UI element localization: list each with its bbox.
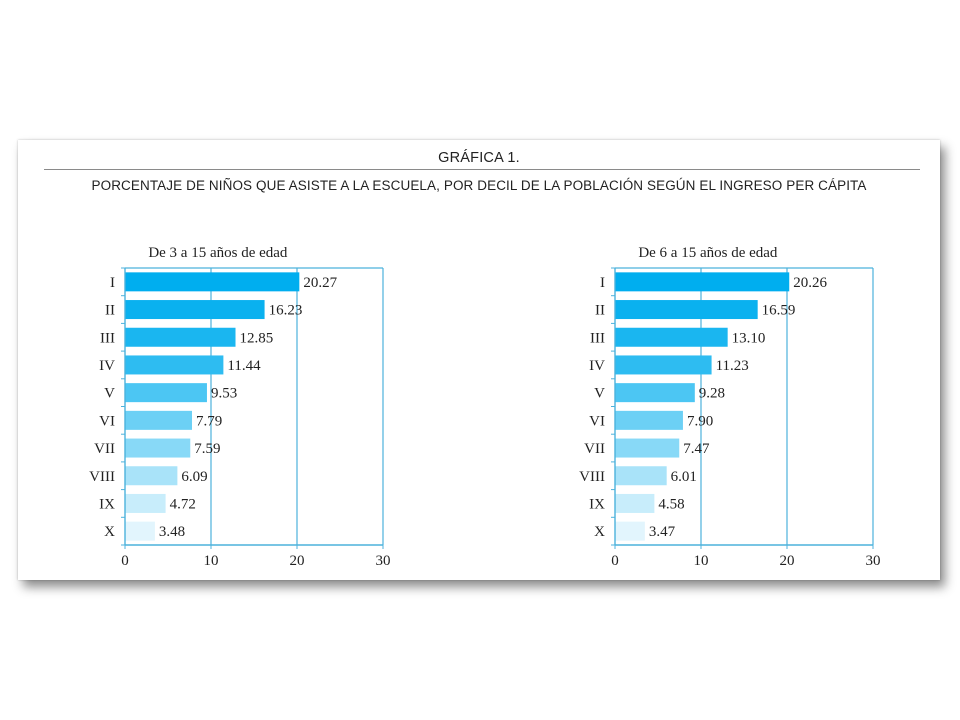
data-label: 3.48 xyxy=(159,524,185,540)
chart-title: De 6 a 15 años de edad xyxy=(638,245,778,261)
data-label: 9.53 xyxy=(211,386,237,402)
chart-title: De 3 a 15 años de edad xyxy=(148,245,288,261)
bar xyxy=(125,521,155,541)
figure-title: PORCENTAJE DE NIÑOS QUE ASISTE A LA ESCU… xyxy=(91,178,867,193)
bar xyxy=(125,355,224,375)
data-label: 11.23 xyxy=(716,358,749,374)
bar xyxy=(125,327,236,347)
category-label: III xyxy=(590,330,605,346)
x-tick-label: 30 xyxy=(376,553,391,569)
x-tick-label: 20 xyxy=(780,553,795,569)
category-label: VIII xyxy=(89,469,115,485)
bar xyxy=(615,466,667,486)
figure-label: GRÁFICA 1. xyxy=(438,150,520,166)
data-label: 16.59 xyxy=(762,303,796,319)
category-label: V xyxy=(594,386,605,402)
data-label: 4.72 xyxy=(170,496,196,512)
data-label: 7.47 xyxy=(683,441,710,457)
data-label: 3.47 xyxy=(649,524,676,540)
data-label: 13.10 xyxy=(732,330,766,346)
bar xyxy=(615,383,695,403)
data-label: 7.90 xyxy=(687,413,713,429)
bar xyxy=(615,355,712,375)
bar xyxy=(615,438,680,458)
data-label: 20.26 xyxy=(793,275,827,291)
bar xyxy=(615,272,790,292)
data-label: 6.09 xyxy=(181,469,207,485)
bar xyxy=(125,383,207,403)
category-label: IX xyxy=(589,496,605,512)
category-label: VI xyxy=(589,413,605,429)
data-label: 6.01 xyxy=(671,469,697,485)
bar xyxy=(125,410,192,430)
data-label: 7.79 xyxy=(196,413,222,429)
bar xyxy=(125,438,191,458)
title-rule xyxy=(44,169,920,170)
category-label: III xyxy=(100,330,115,346)
data-label: 4.58 xyxy=(658,496,684,512)
category-label: VII xyxy=(584,441,605,457)
category-label: I xyxy=(600,275,605,291)
bar xyxy=(125,466,178,486)
bar xyxy=(615,493,655,513)
category-label: II xyxy=(105,303,115,319)
category-label: IX xyxy=(99,496,115,512)
bar xyxy=(125,300,265,320)
bar xyxy=(615,300,758,320)
category-label: II xyxy=(595,303,605,319)
bar xyxy=(615,410,683,430)
category-label: X xyxy=(104,524,115,540)
bar xyxy=(125,272,300,292)
x-tick-label: 0 xyxy=(611,553,619,569)
bar xyxy=(125,493,166,513)
bar xyxy=(615,521,645,541)
category-label: X xyxy=(594,524,605,540)
x-tick-label: 10 xyxy=(694,553,709,569)
category-label: VII xyxy=(94,441,115,457)
data-label: 20.27 xyxy=(303,275,337,291)
x-tick-label: 0 xyxy=(121,553,129,569)
x-tick-label: 10 xyxy=(204,553,219,569)
x-tick-label: 30 xyxy=(866,553,881,569)
category-label: IV xyxy=(589,358,605,374)
bar xyxy=(615,327,728,347)
category-label: IV xyxy=(99,358,115,374)
category-label: I xyxy=(110,275,115,291)
x-tick-label: 20 xyxy=(290,553,305,569)
data-label: 7.59 xyxy=(194,441,220,457)
category-label: VIII xyxy=(579,469,605,485)
category-label: V xyxy=(104,386,115,402)
data-label: 11.44 xyxy=(227,358,261,374)
data-label: 12.85 xyxy=(240,330,274,346)
data-label: 9.28 xyxy=(699,386,725,402)
category-label: VI xyxy=(99,413,115,429)
data-label: 16.23 xyxy=(269,303,303,319)
